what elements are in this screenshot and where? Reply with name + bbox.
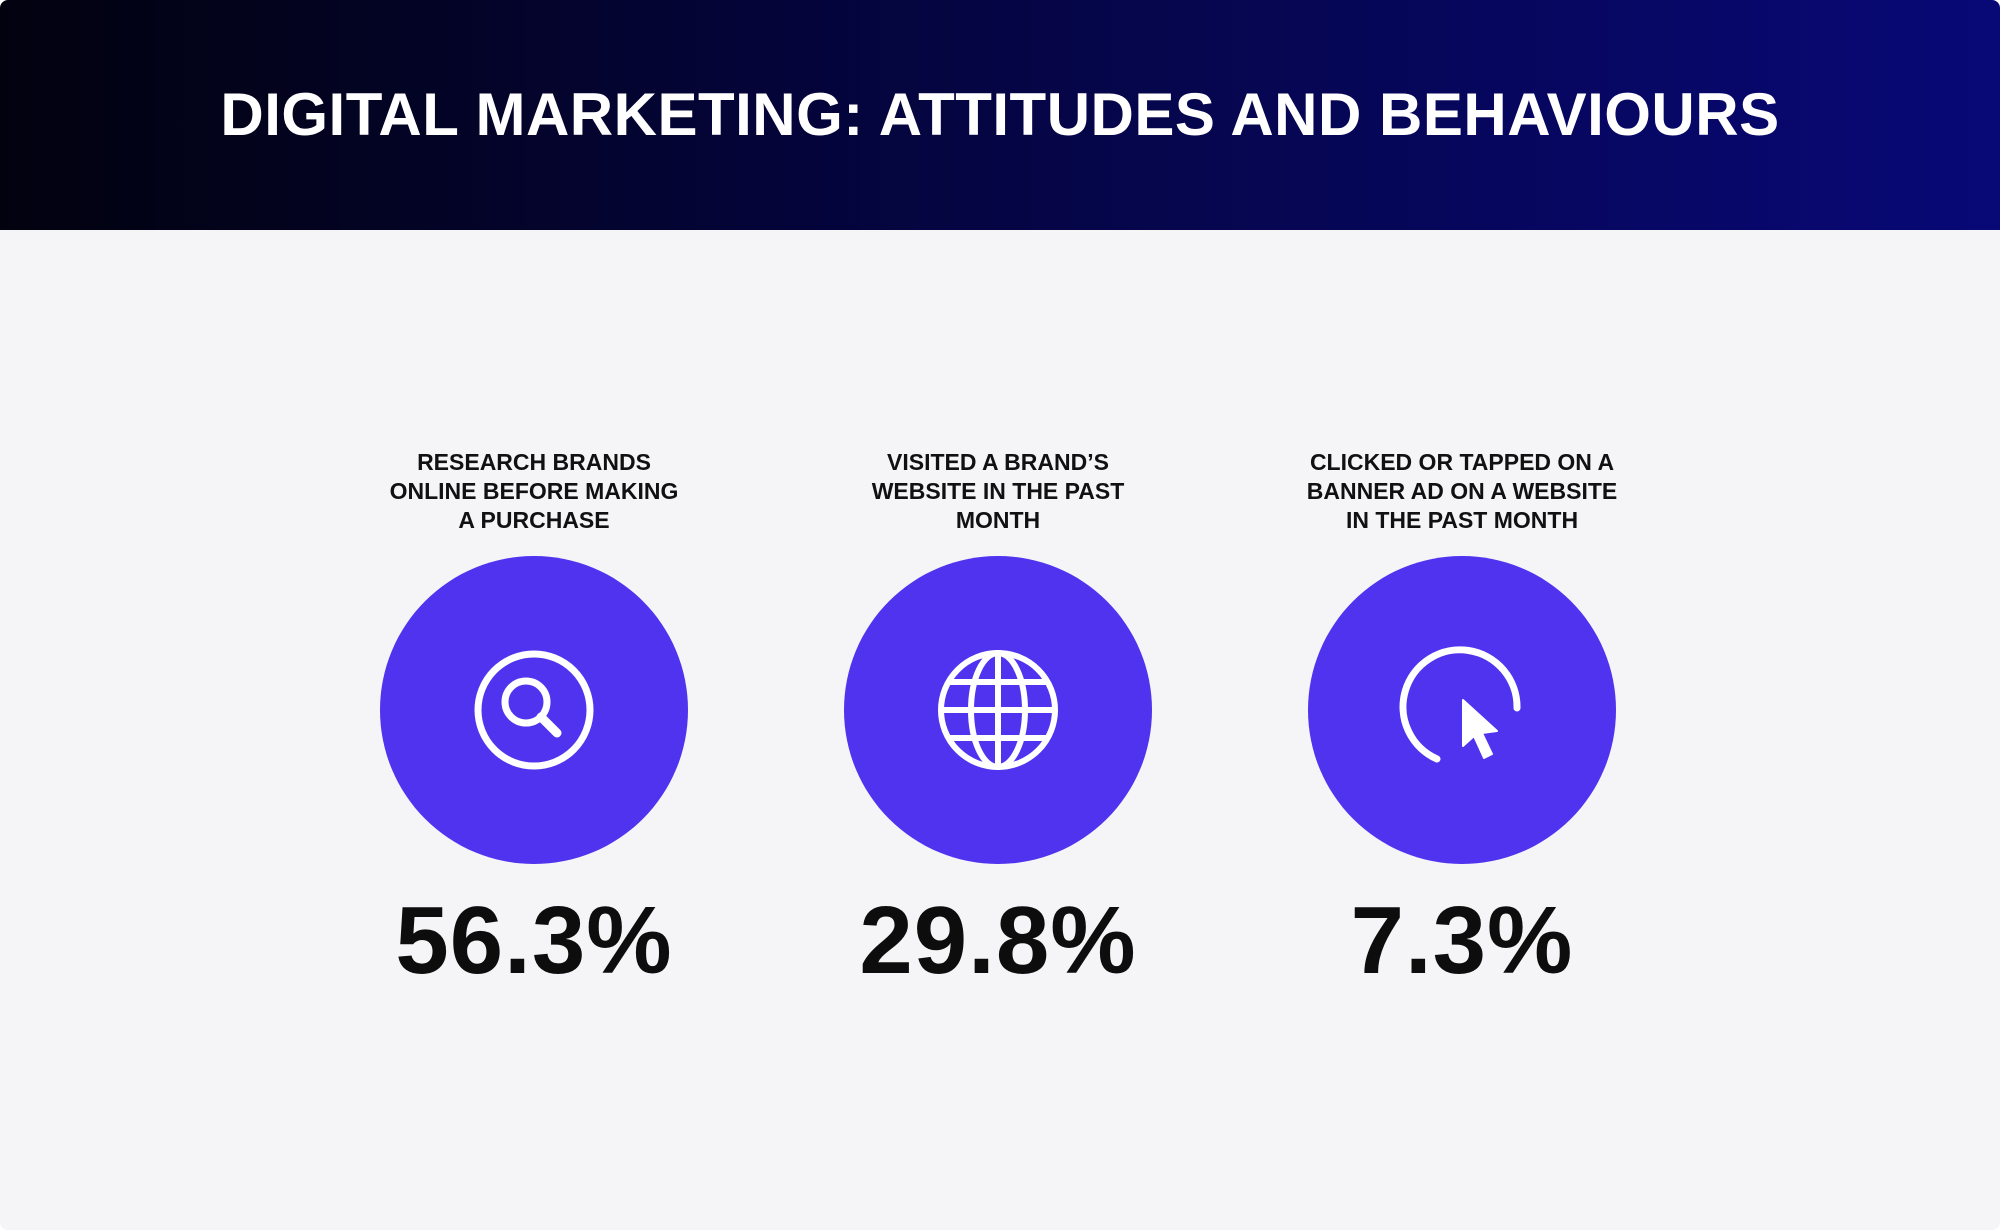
stat-value: 7.3% [1350, 887, 1574, 994]
globe-icon [938, 650, 1058, 770]
search-icon [474, 650, 594, 770]
header-banner: DIGITAL MARKETING: ATTITUDES AND BEHAVIO… [0, 0, 2000, 230]
stat-research-brands: RESEARCH BRANDS ONLINE BEFORE MAKING A P… [314, 448, 754, 996]
stat-label: RESEARCH BRANDS ONLINE BEFORE MAKING A P… [389, 449, 679, 533]
stat-clicked-banner-ad: CLICKED OR TAPPED ON A BANNER AD ON A WE… [1242, 448, 1682, 996]
page-title: DIGITAL MARKETING: ATTITUDES AND BEHAVIO… [220, 81, 1780, 148]
stat-visited-website: VISITED A BRAND’S WEBSITE IN THE PAST MO… [778, 448, 1218, 996]
stat-value: 29.8% [859, 887, 1137, 994]
stat-label: VISITED A BRAND’S WEBSITE IN THE PAST MO… [871, 449, 1125, 533]
stat-icon-circle [380, 556, 688, 864]
stat-label: CLICKED OR TAPPED ON A BANNER AD ON A WE… [1306, 449, 1618, 533]
cursor-click-icon [1399, 646, 1521, 763]
stat-icon-circle [844, 556, 1152, 864]
stat-value: 56.3% [395, 887, 673, 994]
stat-icon-circle [1308, 556, 1616, 864]
